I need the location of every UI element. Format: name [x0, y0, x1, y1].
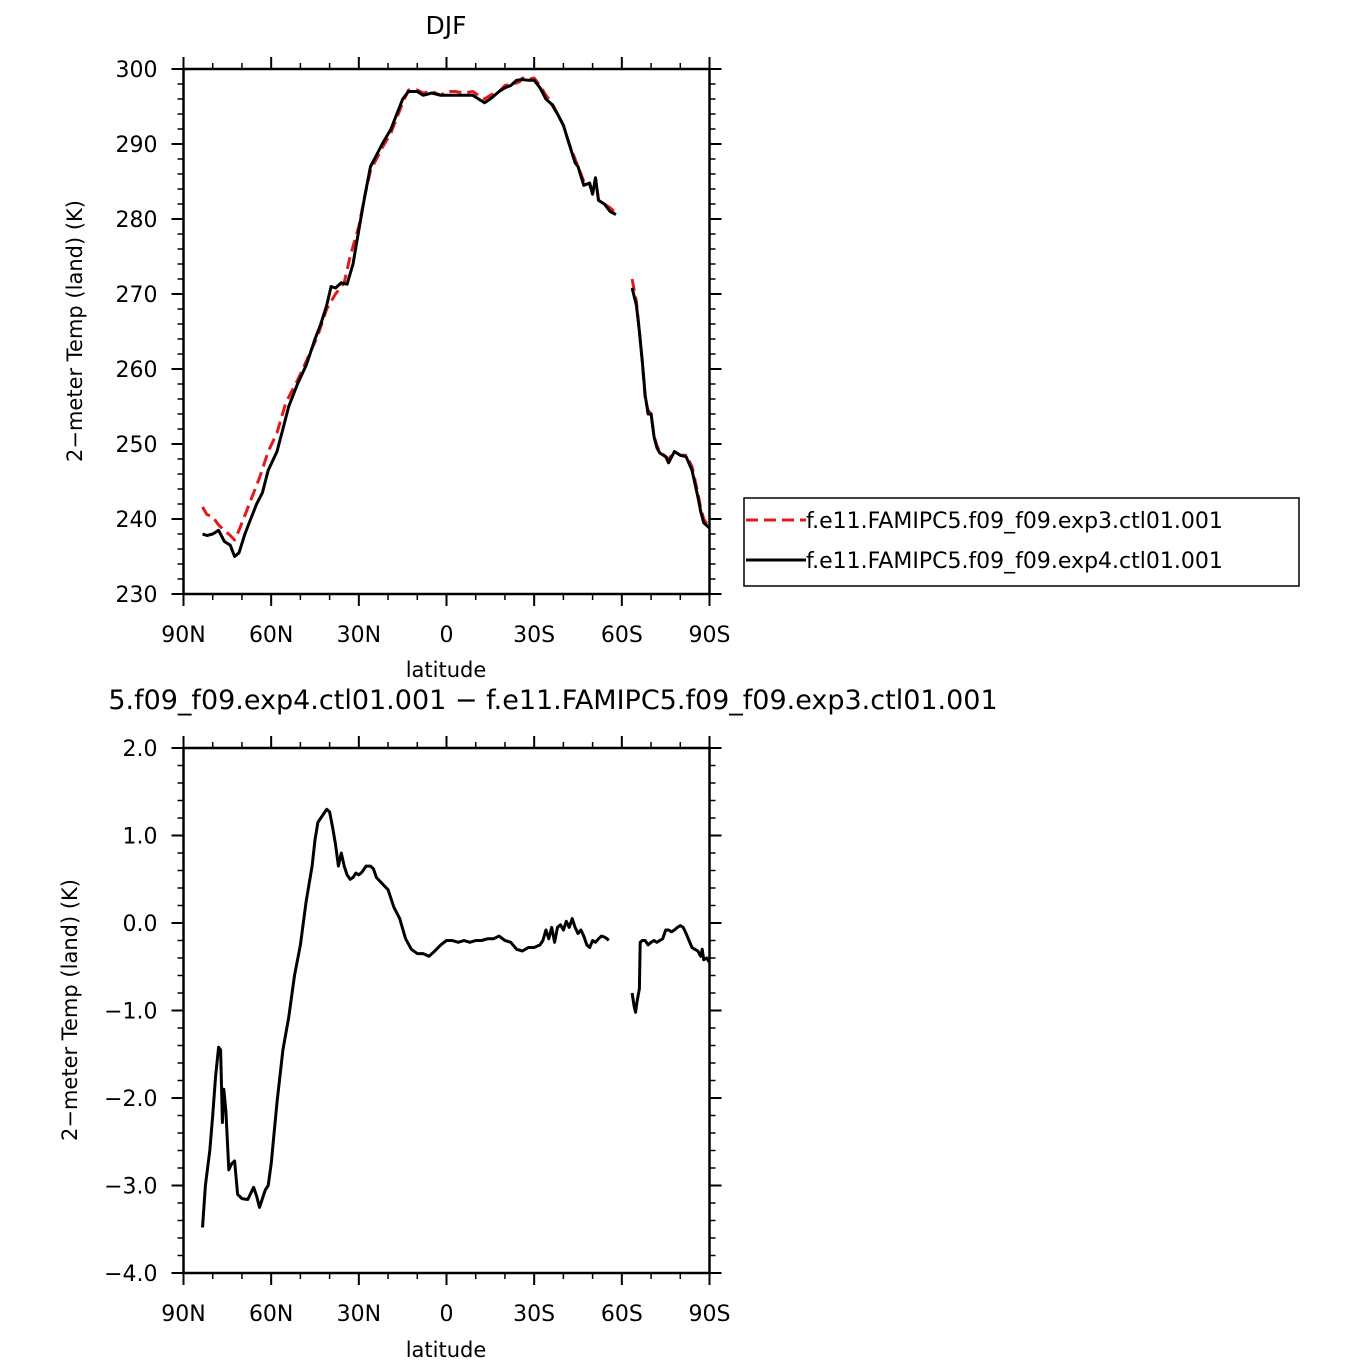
- x-tick-label: 30N: [337, 1302, 381, 1327]
- bottom-title: 5.f09_f09.exp4.ctl01.001 − f.e11.FAMIPC5…: [108, 685, 997, 716]
- bottom-ticks: [171, 736, 722, 1285]
- legend-label-exp3: f.e11.FAMIPC5.f09_f09.exp3.ctl01.001: [806, 509, 1223, 534]
- y-tick-label: 240: [116, 508, 158, 533]
- y-tick-label: 280: [116, 208, 158, 233]
- top-series-lines: [201, 76, 711, 558]
- x-tick-label: 30S: [513, 623, 555, 648]
- x-tick-label: 90N: [161, 1302, 205, 1327]
- y-tick-label: 300: [116, 58, 158, 83]
- series-line-difference: [630, 924, 711, 1014]
- top-y-tick-labels: 230 240 250 260 270 280 290 300: [116, 58, 158, 608]
- series-line-exp4: [202, 78, 617, 558]
- series-line-difference: [201, 807, 610, 1228]
- y-tick-label: 2.0: [123, 737, 158, 762]
- legend-box: [743, 497, 1300, 587]
- y-tick-label: 1.0: [123, 825, 158, 850]
- x-tick-label: 60N: [249, 623, 293, 648]
- y-tick-label: −2.0: [104, 1087, 157, 1112]
- bottom-y-tick-labels: −4.0 −3.0 −2.0 −1.0 0.0 1.0 2.0: [104, 737, 157, 1287]
- top-x-tick-labels: 90N 60N 30N 0 30S 60S 90S: [161, 623, 730, 648]
- series-line-exp3: [201, 76, 617, 542]
- x-tick-label: 30N: [337, 623, 381, 648]
- x-tick-label: 90N: [161, 623, 205, 648]
- x-tick-label: 0: [440, 1302, 454, 1327]
- y-tick-label: 0.0: [123, 912, 158, 937]
- x-tick-label: 60S: [601, 623, 643, 648]
- top-title: DJF: [425, 11, 466, 40]
- y-tick-label: 270: [116, 283, 158, 308]
- y-tick-label: −1.0: [104, 1000, 157, 1025]
- legend-label-exp4: f.e11.FAMIPC5.f09_f09.exp4.ctl01.001: [806, 549, 1223, 574]
- bottom-x-tick-labels: 90N 60N 30N 0 30S 60S 90S: [161, 1302, 730, 1327]
- bottom-panel: 5.f09_f09.exp4.ctl01.001 − f.e11.FAMIPC5…: [58, 685, 998, 1362]
- legend: f.e11.FAMIPC5.f09_f09.exp3.ctl01.001 f.e…: [743, 497, 1300, 587]
- top-ticks: [171, 57, 722, 606]
- x-tick-label: 60S: [601, 1302, 643, 1327]
- bottom-y-axis-label: 2−meter Temp (land) (K): [58, 879, 82, 1141]
- y-tick-label: −3.0: [104, 1175, 157, 1200]
- y-tick-label: 230: [116, 583, 158, 608]
- y-tick-label: 260: [116, 358, 158, 383]
- x-tick-label: 60N: [249, 1302, 293, 1327]
- series-line-exp4: [630, 287, 711, 530]
- x-tick-label: 30S: [513, 1302, 555, 1327]
- y-tick-label: 290: [116, 133, 158, 158]
- x-tick-label: 90S: [689, 623, 731, 648]
- x-tick-label: 0: [440, 623, 454, 648]
- bottom-x-axis-label: latitude: [406, 1338, 487, 1362]
- top-y-axis-label: 2−meter Temp (land) (K): [63, 200, 87, 462]
- x-tick-label: 90S: [689, 1302, 731, 1327]
- bottom-series-line: [201, 807, 711, 1228]
- y-tick-label: 250: [116, 433, 158, 458]
- y-tick-label: −4.0: [104, 1262, 157, 1287]
- top-x-axis-label: latitude: [406, 658, 487, 682]
- top-panel: DJF 90N 60N 30N 0 30S 60S 90S 2302402502602702…: [63, 11, 730, 682]
- top-plot-frame: [182, 67, 711, 596]
